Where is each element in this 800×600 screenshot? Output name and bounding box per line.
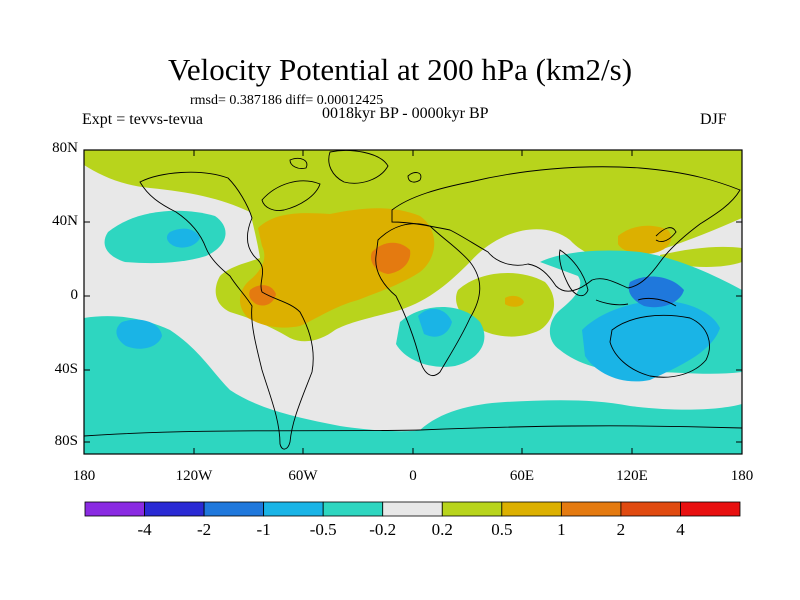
- lat-label-80s: 80S: [54, 433, 78, 449]
- colorbar-swatch: [322, 501, 384, 517]
- negative-field-npacific: [104, 210, 226, 264]
- lon-label-180e: 180: [730, 468, 754, 484]
- dark-orange-africa: [370, 242, 411, 274]
- colorbar-swatch: [680, 501, 741, 517]
- colorbar-swatch: [501, 501, 562, 517]
- colorbar-swatch: [382, 501, 443, 517]
- colorbar-swatch: [560, 501, 622, 517]
- map-title: Velocity Potential at 200 hPa (km2/s): [167, 52, 633, 87]
- lat-label-40s: 40S: [54, 361, 78, 377]
- darker-core-maritime: [628, 276, 684, 308]
- positive-field-pacific: [660, 246, 742, 267]
- coastlines: [84, 150, 742, 450]
- colorbar-label: -0.5: [309, 520, 337, 539]
- orange-indian-small: [505, 295, 524, 307]
- orange-eastasia: [618, 225, 672, 254]
- negative-field-south: [84, 316, 742, 454]
- blue-core-spacific: [116, 319, 162, 349]
- lat-label-0: 0: [70, 287, 79, 303]
- colorbar-swatch: [203, 501, 265, 517]
- lon-label-120w: 120W: [175, 468, 213, 484]
- season-label: DJF: [700, 111, 727, 128]
- colorbar-label: 4: [676, 520, 685, 539]
- lon-label-60e: 60E: [509, 468, 535, 484]
- colorbar-swatch: [620, 501, 681, 517]
- blue-core-maritime: [582, 300, 720, 382]
- colorbar-label: -4: [137, 520, 152, 539]
- map-field: [84, 150, 742, 454]
- colorbar-label: -2: [196, 520, 212, 539]
- stats-label: rmsd= 0.387186 diff= 0.00012425: [190, 93, 384, 108]
- colorbar-swatch: [441, 501, 503, 517]
- axis-ticks: [83, 149, 743, 454]
- colorbar-label: 0.2: [431, 520, 453, 539]
- colorbar-label: 1: [557, 520, 566, 539]
- lon-label-60w: 60W: [288, 468, 318, 484]
- colorbar-label: -1: [256, 520, 271, 539]
- colorbar-label: 2: [616, 520, 626, 539]
- colorbar-label: 0.5: [491, 520, 513, 539]
- blue-core-npacific: [166, 228, 200, 248]
- colorbar-swatch: [263, 501, 324, 517]
- orange-atlantic: [239, 208, 435, 328]
- lon-label-120e: 120E: [616, 468, 648, 484]
- lat-label-40n: 40N: [52, 213, 78, 229]
- period-label: 0018kyr BP - 0000kyr BP: [322, 105, 489, 122]
- colorbar-swatch: [84, 501, 145, 517]
- blue-core-africa: [418, 308, 452, 337]
- dark-orange-america: [249, 285, 276, 306]
- lon-label-0: 0: [409, 468, 417, 484]
- colorbar-label: -0.2: [369, 520, 397, 539]
- lon-label-180w: 180: [72, 468, 96, 484]
- experiment-label: Expt = tevvs-tevua: [82, 111, 203, 128]
- lat-label-80n: 80N: [52, 140, 78, 156]
- positive-field-indian: [456, 272, 555, 337]
- colorbar-swatch: [144, 501, 205, 517]
- colorbar: [84, 501, 741, 517]
